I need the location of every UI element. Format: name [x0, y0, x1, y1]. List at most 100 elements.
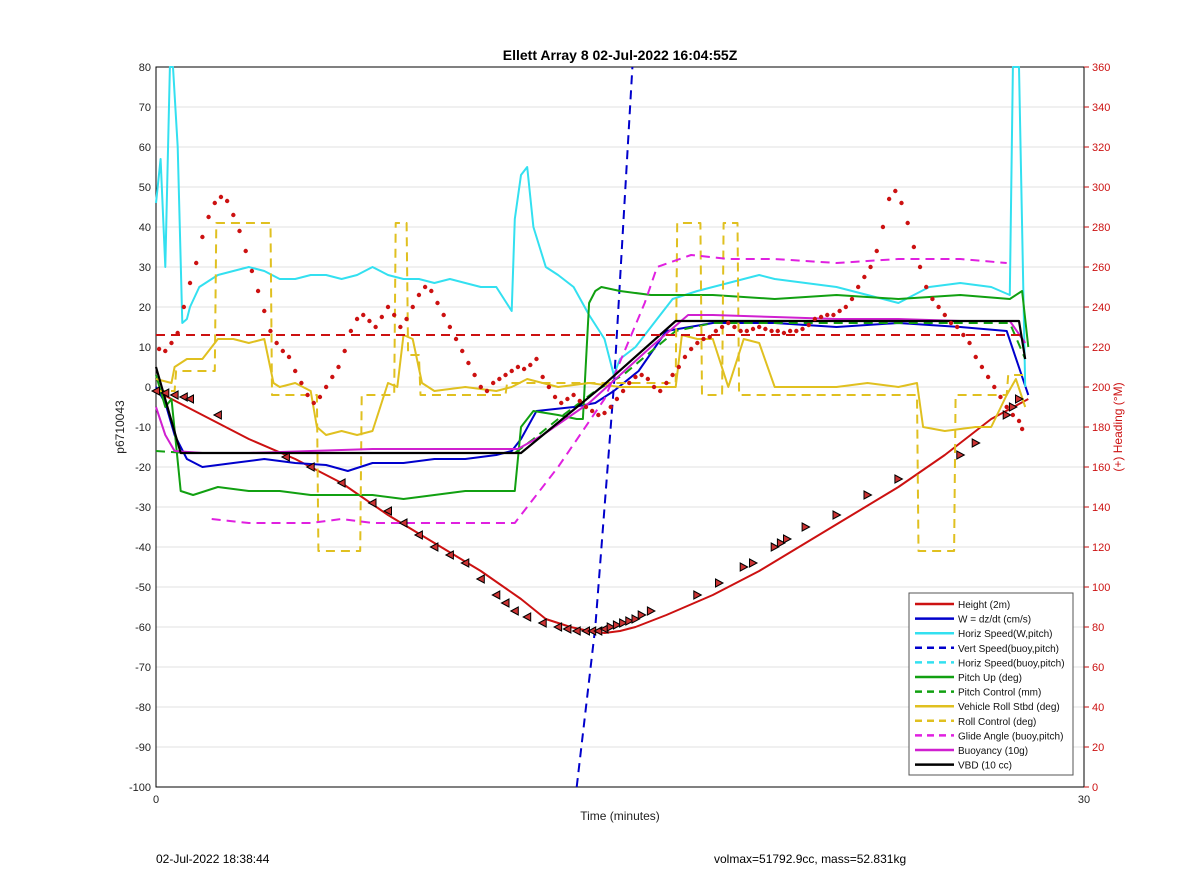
heading-point: [763, 326, 768, 332]
height-marker: [553, 622, 563, 632]
heading-point: [1004, 404, 1009, 410]
y2-tick-label: 280: [1092, 222, 1110, 234]
heading-point: [589, 408, 595, 414]
heading-point: [954, 324, 960, 330]
heading-point: [843, 304, 849, 310]
height-marker: [776, 538, 786, 548]
height-marker: [1002, 410, 1012, 420]
heading-point: [194, 260, 199, 266]
heading-point: [373, 324, 378, 330]
heading-point: [379, 314, 385, 320]
heading-point: [948, 320, 954, 326]
y-tick-label: 50: [139, 182, 151, 194]
heading-point: [583, 404, 589, 410]
heading-point: [528, 362, 533, 368]
height-marker: [522, 612, 532, 622]
heading-point: [577, 398, 582, 404]
height-marker: [562, 624, 572, 634]
y2-tick-label: 40: [1092, 702, 1104, 714]
heading-point: [416, 292, 422, 298]
heading-point: [608, 404, 613, 410]
legend-item-label: Pitch Up (deg): [958, 673, 1022, 684]
y2-tick-label: 100: [1092, 582, 1110, 594]
heading-point: [992, 384, 997, 390]
y-tick-label: 70: [139, 102, 151, 114]
heading-point: [596, 412, 601, 418]
heading-point: [317, 394, 323, 400]
heading-point: [224, 198, 230, 204]
y-tick-label: 40: [139, 222, 151, 234]
heading-point: [676, 364, 681, 370]
height-markers: [150, 386, 1025, 636]
y-tick-label: 80: [139, 62, 151, 74]
legend-item-label: Height (2m): [958, 600, 1010, 611]
y2-tick-label: 160: [1092, 462, 1110, 474]
y2-tick-label: 200: [1092, 382, 1110, 394]
height-marker: [715, 578, 725, 588]
series-line: [156, 222, 1026, 552]
heading-point: [979, 364, 985, 370]
heading-point: [899, 200, 904, 206]
heading-point: [825, 312, 830, 318]
heading-point: [985, 374, 991, 380]
height-marker: [444, 550, 454, 560]
legend-item-label: Glide Angle (buoy,pitch): [958, 731, 1063, 742]
legend-item-label: W = dz/dt (cm/s): [958, 615, 1031, 626]
series-line: [155, 334, 1027, 436]
heading-point: [187, 280, 193, 286]
y-tick-label: -100: [129, 782, 151, 794]
heading-point: [280, 348, 286, 354]
heading-point: [639, 372, 644, 378]
heading-point: [559, 400, 564, 406]
heading-point: [837, 308, 842, 314]
heading-point: [435, 300, 440, 306]
volmax-mass-summary: volmax=51792.9cc, mass=52.831kg: [714, 852, 907, 866]
y-tick-label: -90: [135, 742, 151, 754]
heading-point: [855, 284, 861, 290]
height-marker: [150, 386, 160, 396]
heading-point: [391, 312, 397, 318]
heading-point: [367, 318, 372, 324]
heading-point: [1019, 426, 1025, 432]
heading-point: [466, 360, 471, 366]
height-marker: [571, 626, 581, 636]
series-line: [154, 319, 1027, 455]
y2-tick-label: 260: [1092, 262, 1110, 274]
series-line: [575, 66, 634, 788]
y2-tick-label: 360: [1092, 62, 1110, 74]
heading-point: [868, 264, 873, 270]
heading-point: [200, 234, 205, 240]
height-marker: [169, 390, 179, 400]
heading-point: [602, 410, 607, 416]
heading-point: [181, 304, 187, 310]
heading-point: [818, 314, 824, 320]
y-tick-label: -80: [135, 702, 151, 714]
heading-point: [664, 380, 669, 386]
heading-point: [757, 324, 762, 330]
height-marker: [894, 474, 904, 484]
heading-point: [490, 380, 496, 386]
heading-point: [633, 374, 638, 380]
series-layer: [154, 66, 1030, 788]
heading-point: [299, 380, 304, 386]
height-marker: [367, 498, 377, 508]
heading-point: [688, 346, 694, 352]
y-tick-label: -20: [135, 462, 151, 474]
y2-tick-label: 60: [1092, 662, 1104, 674]
heading-point: [169, 340, 174, 346]
heading-point: [1010, 412, 1016, 418]
heading-point: [886, 196, 892, 202]
heading-point: [658, 388, 663, 394]
height-marker: [212, 410, 222, 420]
heading-point: [268, 328, 273, 334]
heading-point: [998, 394, 1003, 400]
heading-point: [701, 336, 706, 342]
height-marker: [475, 574, 485, 584]
y-tick-label: 10: [139, 342, 151, 354]
heading-point: [620, 388, 626, 394]
series-line: [211, 254, 1007, 524]
heading-point: [713, 328, 719, 334]
heading-point: [862, 274, 867, 280]
legend-item-label: Horiz Speed(buoy,pitch): [958, 658, 1065, 669]
